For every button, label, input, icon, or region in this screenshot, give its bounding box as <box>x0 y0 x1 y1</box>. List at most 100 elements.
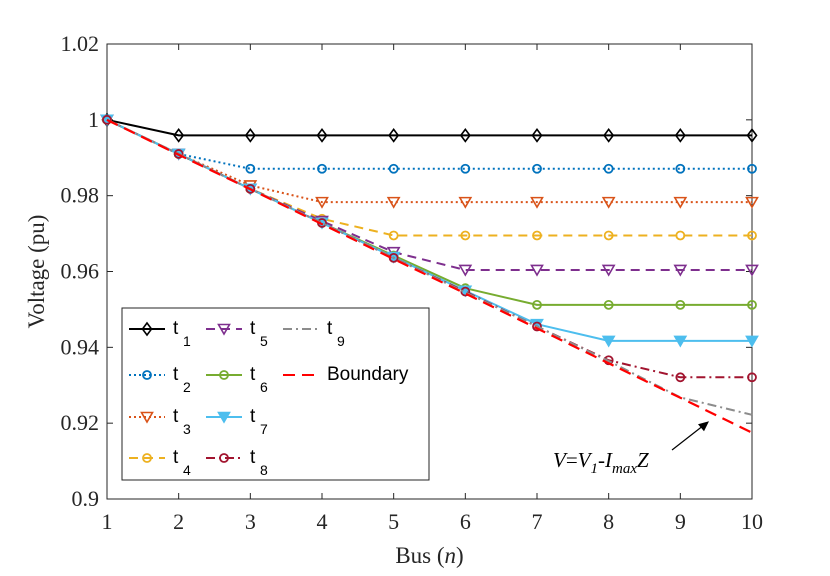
data-point <box>601 335 616 348</box>
data-point <box>603 128 615 143</box>
data-point <box>458 196 473 209</box>
data-point <box>675 230 686 241</box>
data-point <box>217 323 231 336</box>
data-point <box>245 183 256 194</box>
data-point <box>459 128 471 143</box>
y-tick-label: 0.96 <box>61 259 100 284</box>
data-point <box>388 128 400 143</box>
data-point <box>673 264 688 277</box>
data-point <box>747 299 757 310</box>
y-axis-title: Voltage (pu) <box>24 215 49 329</box>
data-point <box>674 128 686 143</box>
data-point <box>601 264 616 277</box>
x-tick-label: 2 <box>173 509 184 534</box>
series-layer <box>100 112 759 434</box>
data-point <box>217 411 231 424</box>
data-point <box>675 299 686 310</box>
data-point <box>532 163 542 174</box>
annotation-arrow-head <box>698 421 709 432</box>
y-tick-label: 0.9 <box>72 486 100 511</box>
annotation-text: V=V1-ImaxZ <box>553 448 649 477</box>
legend-label: t <box>173 318 179 339</box>
x-tick-label: 8 <box>603 509 614 534</box>
legend-label: t <box>250 406 256 427</box>
legend-label-sub: 6 <box>260 379 268 395</box>
data-point <box>140 411 154 424</box>
data-point <box>603 230 614 241</box>
data-point <box>173 128 185 143</box>
legend-entry-t7: t7 <box>206 406 268 437</box>
legend-label-sub: 2 <box>183 379 191 395</box>
annotation-arrow-line <box>671 423 706 451</box>
axes: 1 2 3 4 5 6 7 8 9 10 0.9 0.92 0.94 0.96 0.98 1 1.02 Bus (… <box>24 31 763 568</box>
data-point <box>173 149 184 159</box>
series-line-t5 <box>106 118 752 271</box>
y-tick-label: 0.92 <box>61 410 100 435</box>
legend-label: t <box>173 364 179 385</box>
legend-label-sub: 1 <box>183 333 191 349</box>
data-point <box>460 163 471 174</box>
legend-entry-t3: t3 <box>129 406 191 437</box>
series-line-boundary <box>106 118 753 434</box>
x-tick-label: 9 <box>675 509 686 534</box>
data-point <box>747 372 757 383</box>
legend-entry-t9: t9 <box>283 318 345 349</box>
data-point <box>673 335 688 348</box>
y-tick-label: 1.02 <box>61 31 100 56</box>
y-tick-label: 0.94 <box>61 334 100 359</box>
x-tick-label: 6 <box>460 509 471 534</box>
legend-entry-t6: t6 <box>206 364 268 395</box>
legend-entry-t1: t1 <box>129 318 191 349</box>
data-point <box>532 299 542 310</box>
data-point <box>142 453 152 463</box>
legend-label-sub: 5 <box>260 333 268 349</box>
legend-label: t <box>173 406 179 427</box>
series-line-t4 <box>106 118 752 237</box>
data-point <box>458 264 473 277</box>
legend-label-sub: 8 <box>260 462 268 478</box>
legend-label: t <box>250 318 256 339</box>
data-point <box>673 196 688 209</box>
x-tick-label: 1 <box>102 509 113 534</box>
x-tick-label: 4 <box>317 509 328 534</box>
legend-label: t <box>250 447 256 468</box>
data-point <box>745 264 759 277</box>
data-point <box>317 163 327 174</box>
x-tick-label: 10 <box>741 509 763 534</box>
data-point <box>530 264 544 277</box>
legend-entry-t4: t4 <box>129 447 191 478</box>
data-point <box>460 286 471 297</box>
data-point <box>315 196 329 209</box>
data-point <box>746 128 758 143</box>
series-line-t1 <box>106 118 752 137</box>
data-point <box>460 230 471 241</box>
legend-label: t <box>173 447 179 468</box>
legend-entry-boundary: Boundary <box>283 364 409 385</box>
legend-label: Boundary <box>327 364 409 385</box>
data-point <box>244 128 256 143</box>
legend-label-sub: 4 <box>183 462 191 478</box>
x-axis-title: Bus (n) <box>395 543 463 568</box>
x-tick-label: 7 <box>532 509 543 534</box>
series-line-t2 <box>106 118 752 170</box>
data-point <box>532 321 542 332</box>
data-point <box>603 299 614 310</box>
data-point <box>745 335 759 348</box>
series-t1 <box>101 112 758 143</box>
y-tick-label: 1 <box>88 107 99 132</box>
x-tick-label: 5 <box>388 509 399 534</box>
legend-entry-t5: t5 <box>206 318 268 349</box>
data-point <box>601 196 616 209</box>
data-point <box>142 370 152 380</box>
annotation: V=V1-ImaxZ <box>553 421 709 477</box>
data-point <box>386 196 401 209</box>
data-point <box>388 230 399 241</box>
data-point <box>603 163 614 174</box>
data-point <box>219 453 229 463</box>
data-point <box>747 163 757 174</box>
legend-entry-t8: t8 <box>206 447 268 478</box>
y-tick-label: 0.98 <box>61 183 100 208</box>
data-point <box>245 163 256 174</box>
data-point <box>530 196 544 209</box>
